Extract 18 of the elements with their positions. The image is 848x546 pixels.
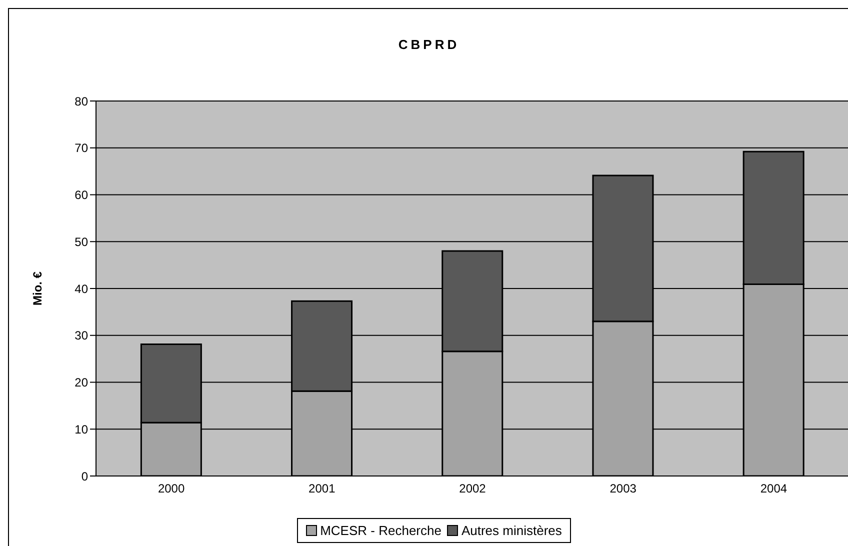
legend-label: Autres ministères (460, 523, 562, 538)
y-tick-label: 60 (74, 188, 88, 202)
x-tick-label: 2004 (760, 482, 788, 496)
chart-title: CBPRD (397, 37, 461, 52)
legend-label: MCESR - Recherche (319, 523, 442, 538)
x-tick-label: 2001 (308, 482, 336, 496)
y-tick-label: 10 (74, 422, 88, 436)
y-axis-title: Mio. € (30, 271, 44, 306)
y-tick-label: 50 (74, 234, 88, 249)
y-tick-label: 40 (74, 282, 88, 296)
y-tick-label: 80 (74, 94, 88, 108)
x-tick-label: 2003 (610, 482, 637, 496)
y-tick-label: 20 (74, 376, 88, 390)
y-tick-label: 70 (74, 141, 88, 156)
y-tick-label: 0 (81, 469, 88, 484)
x-tick-label: 2000 (158, 482, 185, 496)
x-tick-label: 2002 (459, 482, 486, 496)
y-tick-label: 30 (74, 328, 88, 343)
